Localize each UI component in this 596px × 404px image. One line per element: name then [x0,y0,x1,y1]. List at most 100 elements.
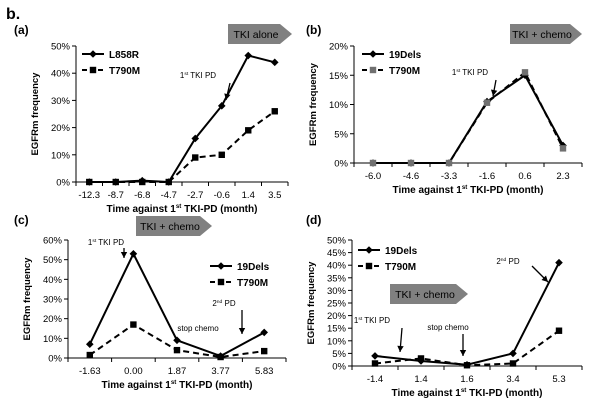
y-tick-label: 10% [327,336,347,347]
annotation-arrow [490,79,498,97]
data-point [463,362,471,369]
series-t790m [371,327,563,369]
y-tick-label: 30% [51,96,71,107]
annotation-label: 2nd PD [212,299,236,308]
legend-entry: T790M [389,66,420,77]
legend-entry: 19Dels [237,262,270,273]
data-point [559,145,567,152]
data-point [218,151,225,158]
data-point [509,349,517,358]
legend: 19Dels T790M [358,246,418,273]
x-tick-label: -1.4 [367,374,383,385]
panel-label: (d) [306,213,321,227]
data-point [129,249,138,258]
panel-label: (b) [306,23,321,37]
data-point [555,327,563,334]
data-point [192,154,199,161]
legend-marker [369,50,377,58]
data-point [483,99,491,106]
y-tick-label: 20% [329,42,349,53]
legend: 19Dels T790M [210,262,270,289]
y-tick-label: 30% [43,295,63,306]
y-tick-label: 10% [43,334,63,345]
y-tick-label: 40% [327,261,347,272]
data-point [521,69,529,76]
x-tick-label: 3.5 [268,190,281,201]
y-axis-title: EGFRm frequency [22,257,33,341]
x-tick-label: -8.7 [108,190,124,201]
annotation-arrow [238,310,246,334]
x-tick-label: 1.6 [460,374,473,385]
x-tick-label: -3.3 [441,171,457,182]
legend-marker [89,50,97,58]
y-tick-label: 0% [56,178,70,189]
series-line [374,329,560,367]
data-point [369,159,377,167]
x-tick-label: -1.6 [479,171,495,182]
treatment-banner-label: TKI alone [234,29,279,41]
x-tick-label: -6.0 [365,171,381,182]
legend: 19Dels T790M [362,50,422,77]
legend: L858R T790M [82,50,140,77]
y-tick-label: 20% [327,311,347,322]
data-point [260,328,268,337]
x-tick-label: 0.6 [518,171,531,182]
legend-marker [89,66,97,74]
annotation-label: 1st TKI PD [88,238,124,247]
data-point [244,51,253,60]
legend-marker [369,66,377,74]
x-tick-label: 1.4 [242,190,255,201]
y-tick-label: 40% [43,275,63,286]
data-point [130,321,137,328]
data-point [86,351,93,359]
panel-label: (c) [14,213,29,227]
chart-panel-b: (b) 0% 5% 10% 15% 20% -6.0 -4.6 -3.3 -1.6 0.6 2.3 EG… [306,23,583,196]
y-tick-label: 15% [327,324,347,335]
data-point [217,353,224,361]
data-point [445,159,453,167]
y-tick-label: 10% [51,150,71,161]
data-point [371,360,379,367]
series-19dels [371,258,563,369]
treatment-banner: TKI + chemo [510,24,582,44]
x-tick-label: 1.4 [414,374,427,385]
y-tick-label: 40% [51,69,71,80]
y-tick-label: 50% [51,42,71,53]
data-point [271,108,278,115]
data-point [417,355,425,362]
series-t790m [86,108,278,186]
x-tick-label: 3.77 [211,366,230,377]
data-point [371,352,379,360]
annotation-label: 2nd PD [496,257,520,266]
legend-entry: T790M [237,278,268,289]
x-tick-label: 5.3 [552,374,565,385]
annotation-label: 1st TKI PD [452,68,488,77]
x-axis-title: Time against 1st TKI-PD (month) [392,387,543,399]
treatment-banner-label: TKI + chemo [512,29,572,41]
x-tick-label: 3.4 [506,374,519,385]
data-point [165,178,172,186]
data-point [270,58,279,67]
data-point [245,127,252,134]
treatment-banner: TKI + chemo [390,284,468,304]
figure-label: b. [6,6,21,23]
legend-entry: L858R [109,50,140,61]
y-axis-title: EGFRm frequency [308,62,319,146]
chart-panel-c: (c) 0% 10% 20% 30% 40% 50% 60% -1.63 0.00 1.87 3.77… [14,213,287,391]
data-point [86,340,94,349]
legend-entry: T790M [385,262,416,273]
x-tick-label: -0.6 [214,190,230,201]
y-tick-label: 0% [332,362,346,373]
x-tick-label: 1.87 [168,366,187,377]
x-axis-title: Time against 1st TKI-PD (month) [107,203,258,215]
x-tick-label: -12.3 [78,190,100,201]
y-tick-label: 0% [334,159,348,170]
y-tick-label: 50% [327,236,347,247]
annotation-arrow [120,248,128,258]
panel-label: (a) [14,23,29,37]
legend-marker [365,262,373,270]
treatment-banner-arrow [510,24,582,44]
annotation-arrow [224,82,231,101]
series-t790m [86,321,268,361]
x-tick-label: 5.83 [255,366,274,377]
